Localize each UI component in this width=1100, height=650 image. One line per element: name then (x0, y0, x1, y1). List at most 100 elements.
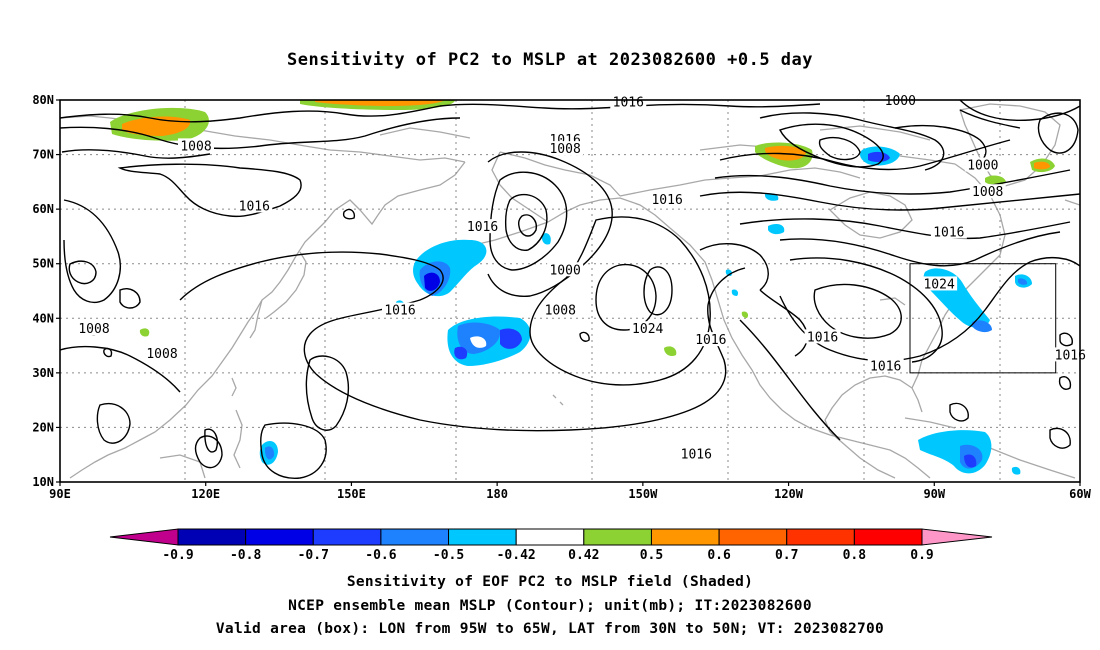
contour-label: 1024 (632, 322, 663, 337)
contour-label-bg (547, 262, 584, 277)
colorbar-label: 0.6 (707, 548, 731, 563)
contour-label-bg (692, 332, 729, 347)
colorbar-label: -0.9 (162, 548, 193, 563)
colorbar-swatch (515, 528, 585, 546)
lon-label: 120E (191, 487, 220, 501)
colorbar-label: 0.42 (568, 548, 599, 563)
contour-label-bg (930, 224, 967, 239)
contour-label-bg (964, 157, 1001, 172)
lat-label: 70N (32, 148, 54, 162)
contour-label-bg (542, 302, 579, 317)
contour-label: 1008 (972, 185, 1003, 200)
contour-label-bg (547, 141, 584, 156)
colorbar-label: -0.5 (433, 548, 464, 563)
contour-label: 1016 (807, 330, 838, 345)
positive-region (741, 311, 749, 318)
contour-label-bg (629, 321, 666, 336)
caption-contour: NCEP ensemble mean MSLP (Contour); unit(… (288, 598, 812, 614)
plot-frame (59, 99, 1081, 483)
lon-label: 90W (923, 487, 945, 501)
colorbar-swatch (718, 528, 788, 546)
colorbar-swatch (380, 528, 450, 546)
contour-label: 1008 (78, 322, 109, 337)
caption-valid-area: Valid area (box): LON from 95W to 65W, L… (215, 621, 885, 637)
lat-label: 20N (32, 420, 54, 434)
contour-label-bg (178, 138, 214, 153)
colorbar: -0.9 -0.8 -0.7 -0.6 -0.5 -0.42 0.42 0.5 0.6 0.7 0.… (109, 528, 993, 563)
negative-region (265, 446, 275, 460)
colorbar-swatch (245, 528, 314, 546)
colorbar-label: -0.8 (230, 548, 261, 563)
contour-label-bg (867, 358, 904, 373)
negative-region (424, 272, 440, 291)
contour-label-bg (969, 184, 1006, 199)
contour-label-bg (236, 198, 273, 213)
colorbar-label: -0.7 (298, 548, 329, 563)
contour-label-bg (804, 329, 841, 344)
contour-label: 1008 (549, 142, 580, 157)
negative-region (541, 233, 551, 245)
contour-label: 1016 (651, 193, 682, 208)
coastlines (60, 103, 1080, 479)
lon-label: 180 (486, 487, 508, 501)
colorbar-swatch (312, 528, 382, 546)
colorbar-label: -0.6 (365, 548, 396, 563)
positive-region (985, 175, 1006, 185)
contour-label: 1016 (1055, 348, 1086, 363)
contour-label: 1000 (967, 158, 998, 173)
contour-label: 1016 (384, 304, 415, 319)
colorbar-swatch (853, 528, 923, 546)
negative-region (1011, 466, 1021, 475)
contour-label: 1016 (933, 226, 964, 241)
negative-region (500, 328, 522, 349)
contour-label: 1016 (467, 220, 498, 235)
contour-label-bg (382, 302, 418, 317)
white-hole (470, 336, 487, 348)
colorbar-label: 0.5 (640, 548, 663, 563)
negative-region (964, 454, 977, 468)
contour-label: 1016 (613, 96, 644, 111)
contour-label: 1000 (549, 263, 580, 278)
contour-label-bg (144, 345, 180, 360)
lon-label: 90E (49, 487, 71, 501)
lon-label: 60W (1069, 487, 1091, 501)
colorbar-label: 0.8 (843, 548, 867, 563)
colorbar-swatch (583, 528, 652, 546)
lon-label: 120W (774, 487, 804, 501)
longitude-labels: 90E 120E 150E 180 150W 120W 90W 60W (49, 482, 1092, 501)
contour-label: 1016 (695, 333, 726, 348)
contour-label: 1008 (146, 347, 177, 362)
contour-label-bg (649, 191, 686, 206)
contour-label-bg (464, 219, 501, 234)
contour-label-bg (921, 276, 958, 291)
negative-region (454, 346, 468, 360)
colorbar-label: -0.42 (497, 548, 536, 563)
negative-region (972, 320, 992, 333)
colorbar-swatch (786, 528, 855, 546)
lon-label: 150W (628, 487, 658, 501)
colorbar-label: 0.9 (910, 548, 933, 563)
positive-region (1034, 161, 1050, 170)
lon-label: 150E (337, 487, 366, 501)
negative-region (868, 151, 890, 163)
contour-label-bg (678, 446, 715, 461)
contour-label: 1016 (681, 448, 712, 463)
positive-region (315, 100, 445, 106)
contour-label-bg (76, 321, 112, 336)
contour-label: 1000 (885, 94, 916, 109)
colorbar-swatch (448, 528, 517, 546)
valid-area-box (909, 263, 1057, 374)
colorbar-swatch (650, 528, 720, 546)
negative-region (731, 289, 739, 296)
positive-region (664, 346, 677, 357)
lat-label: 50N (32, 257, 54, 271)
negative-region (768, 224, 785, 235)
map-title: Sensitivity of PC2 to MSLP at 2023082600… (286, 50, 813, 70)
contour-label: 1008 (545, 304, 576, 319)
lat-label: 10N (32, 475, 54, 489)
sensitivity-shading (110, 100, 1055, 475)
lat-label: 80N (32, 93, 54, 107)
colorbar-swatch (177, 528, 247, 546)
contour-label: 1008 (180, 139, 211, 154)
